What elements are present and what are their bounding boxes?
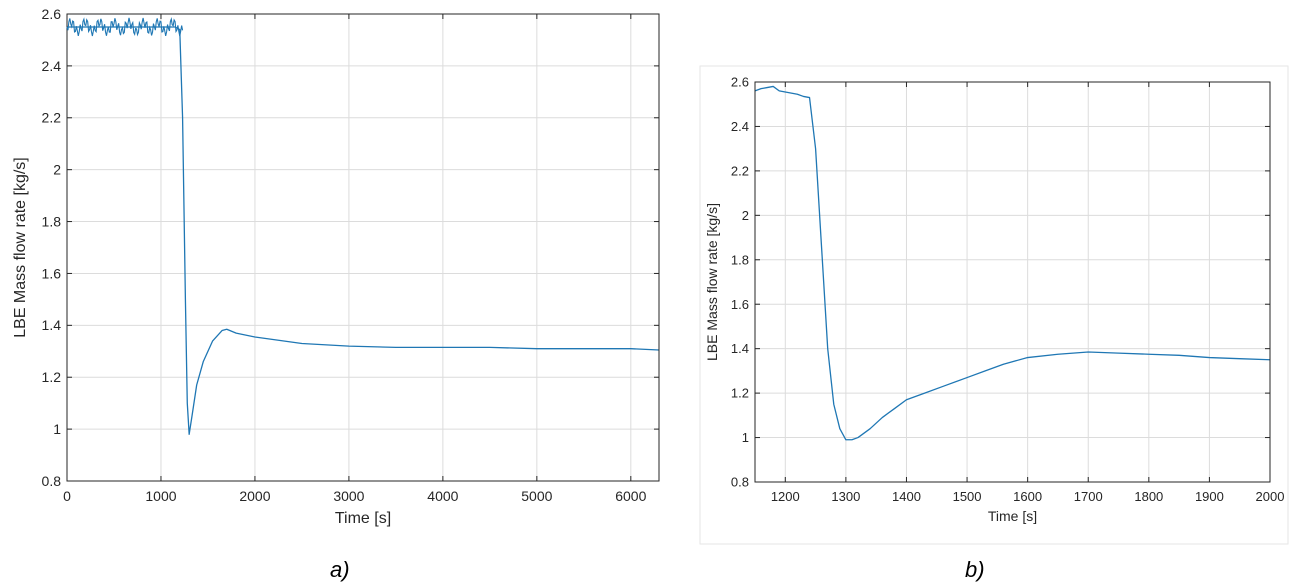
y-tick-label: 1.8 bbox=[731, 252, 749, 267]
series-line bbox=[754, 85, 1271, 441]
y-axis-label: LBE Mass flow rate [kg/s] bbox=[12, 157, 29, 338]
x-tick-label: 0 bbox=[63, 488, 71, 504]
x-tick-label: 2000 bbox=[239, 488, 270, 504]
x-tick-label: 1600 bbox=[1013, 489, 1042, 504]
x-tick-label: 3000 bbox=[333, 488, 364, 504]
y-tick-label: 1 bbox=[742, 430, 749, 445]
y-tick-label: 1.2 bbox=[42, 369, 62, 385]
axes-box bbox=[66, 13, 660, 482]
y-tick-label: 1.4 bbox=[731, 341, 749, 356]
y-tick-label: 2 bbox=[53, 162, 61, 178]
y-tick-label: 1.6 bbox=[42, 265, 62, 281]
x-tick-label: 5000 bbox=[521, 488, 552, 504]
y-tick-label: 1.8 bbox=[42, 213, 62, 229]
y-tick-label: 2 bbox=[742, 208, 749, 223]
y-tick-label: 2.6 bbox=[42, 6, 62, 22]
y-tick-label: 1.4 bbox=[42, 317, 62, 333]
y-axis-label: LBE Mass flow rate [kg/s] bbox=[704, 203, 720, 361]
y-tick-label: 0.8 bbox=[731, 475, 749, 490]
y-tick-label: 1.2 bbox=[731, 386, 749, 401]
x-tick-label: 1000 bbox=[145, 488, 176, 504]
x-tick-label: 1400 bbox=[892, 489, 921, 504]
x-tick-label: 2000 bbox=[1256, 489, 1285, 504]
y-tick-label: 1.6 bbox=[731, 297, 749, 312]
plot-area bbox=[67, 14, 659, 481]
x-tick-label: 1500 bbox=[953, 489, 982, 504]
x-tick-label: 1300 bbox=[831, 489, 860, 504]
x-tick-label: 1800 bbox=[1134, 489, 1163, 504]
y-tick-label: 0.8 bbox=[42, 473, 62, 489]
y-tick-label: 2.2 bbox=[42, 110, 62, 126]
chart-a: 0 1000 2000 3000 4000 5000 6000 0.8 1 1.2 1.4 1.6 1.… bbox=[12, 6, 660, 527]
y-tick-label: 2.2 bbox=[731, 163, 749, 178]
x-tick-label: 1200 bbox=[771, 489, 800, 504]
chart-b: 1200 1300 1400 1500 1600 1700 1800 1900 2000 0.8 1… bbox=[704, 75, 1284, 524]
caption-b: b) bbox=[965, 557, 985, 582]
caption-a: a) bbox=[330, 557, 350, 582]
plot-area bbox=[755, 82, 1270, 482]
axes-box bbox=[754, 81, 1271, 483]
y-tick-label: 1 bbox=[53, 421, 61, 437]
y-tick-label: 2.4 bbox=[731, 119, 749, 134]
y-tick-label: 2.4 bbox=[42, 58, 62, 74]
series-noise-plateau bbox=[66, 17, 184, 37]
y-tick-label: 2.6 bbox=[731, 75, 749, 90]
x-tick-label: 1900 bbox=[1195, 489, 1224, 504]
x-tick-label: 1700 bbox=[1074, 489, 1103, 504]
x-tick-label: 6000 bbox=[615, 488, 646, 504]
x-tick-label: 4000 bbox=[427, 488, 458, 504]
x-axis-label: Time [s] bbox=[988, 508, 1037, 524]
x-axis-label: Time [s] bbox=[335, 510, 391, 527]
